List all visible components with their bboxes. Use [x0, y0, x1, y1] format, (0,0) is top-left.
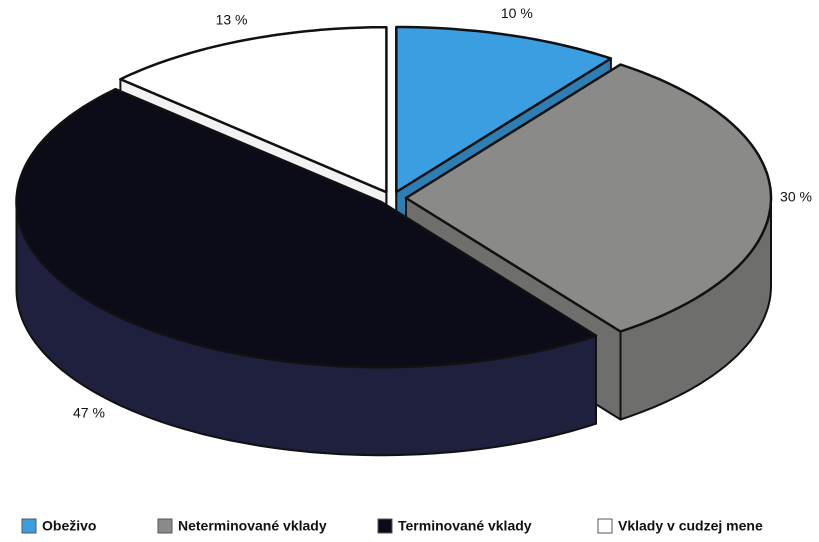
legend-label: Obeživo: [42, 518, 96, 534]
legend-swatch: [377, 518, 393, 534]
legend-label: Neterminované vklady: [178, 518, 327, 534]
value-label: 10 %: [501, 5, 533, 21]
value-label: 47 %: [73, 405, 105, 421]
legend-label: Vklady v cudzej mene: [618, 518, 763, 534]
value-label: 13 %: [216, 11, 248, 27]
slice: [404, 63, 773, 333]
legend-swatch: [21, 518, 37, 534]
slice: [395, 25, 613, 194]
slice: [15, 87, 598, 369]
legend-label: Terminované vklady: [398, 518, 532, 534]
value-label: 30 %: [780, 189, 812, 205]
legend-swatch: [157, 518, 173, 534]
legend-swatch: [597, 518, 613, 534]
slice: [119, 25, 388, 194]
